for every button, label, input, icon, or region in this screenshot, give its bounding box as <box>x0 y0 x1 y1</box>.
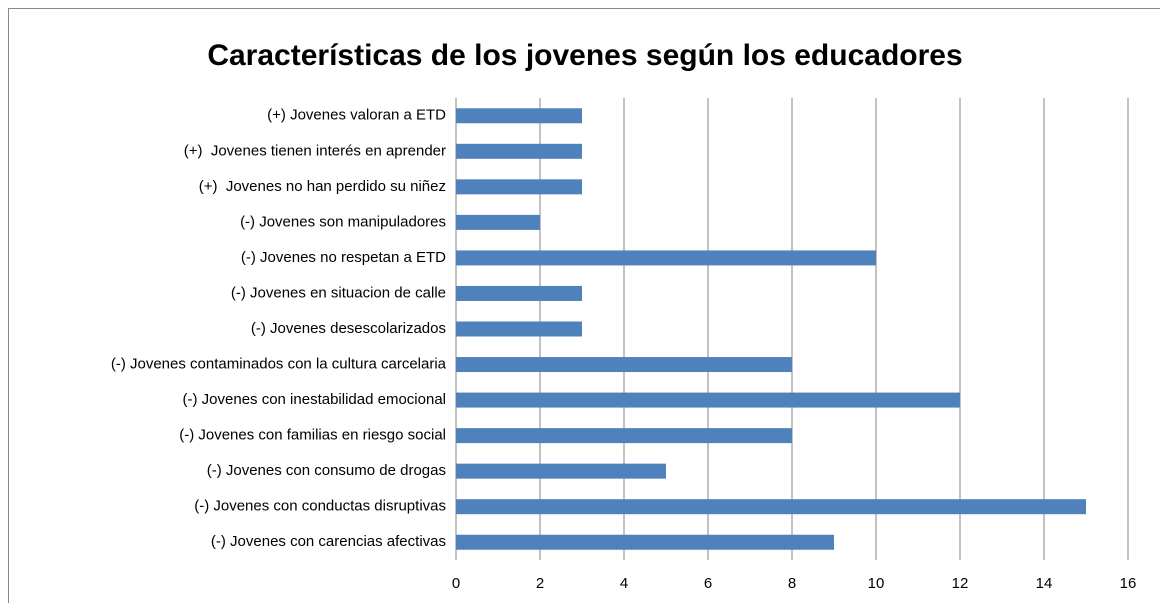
y-tick-label: (-) Jovenes con conductas disruptivas <box>194 498 446 515</box>
y-tick-label: (+) Jovenes valoran a ETD <box>267 107 446 124</box>
bar <box>456 499 1086 515</box>
y-tick-label: (-) Jovenes desescolarizados <box>251 320 446 337</box>
x-tick-label: 14 <box>1036 575 1053 592</box>
bar <box>456 285 582 301</box>
y-tick-label: (+) Jovenes tienen interés en aprender <box>184 142 446 159</box>
y-tick-label: (-) Jovenes no respetan a ETD <box>241 249 446 266</box>
bar <box>456 392 960 408</box>
bar <box>456 534 834 550</box>
y-tick-label: (-) Jovenes contaminados con la cultura … <box>111 356 447 373</box>
x-tick-label: 10 <box>868 575 885 592</box>
y-tick-label: (-) Jovenes con carencias afectivas <box>211 533 446 550</box>
bar <box>456 463 666 479</box>
x-tick-label: 12 <box>952 575 969 592</box>
bar <box>456 108 582 124</box>
x-tick-label: 8 <box>788 575 796 592</box>
bar <box>456 143 582 159</box>
bar <box>456 179 582 195</box>
y-tick-label: (-) Jovenes son manipuladores <box>240 213 446 230</box>
x-tick-label: 6 <box>704 575 712 592</box>
bar <box>456 214 540 230</box>
chart-title: Características de los jovenes según los… <box>207 39 962 72</box>
x-tick-label: 16 <box>1120 575 1137 592</box>
y-tick-label: (-) Jovenes en situacion de calle <box>231 284 446 301</box>
x-tick-label: 2 <box>536 575 544 592</box>
y-tick-label: (-) Jovenes con consumo de drogas <box>207 462 446 479</box>
bar <box>456 250 876 266</box>
y-tick-label: (+) Jovenes no han perdido su niñez <box>199 178 446 195</box>
bar <box>456 321 582 337</box>
y-tick-label: (-) Jovenes con familias en riesgo socia… <box>179 427 446 444</box>
x-tick-label: 0 <box>452 575 460 592</box>
bar <box>456 357 792 373</box>
x-tick-label: 4 <box>620 575 628 592</box>
bar <box>456 428 792 444</box>
y-tick-label: (-) Jovenes con inestabilidad emocional <box>183 391 446 408</box>
